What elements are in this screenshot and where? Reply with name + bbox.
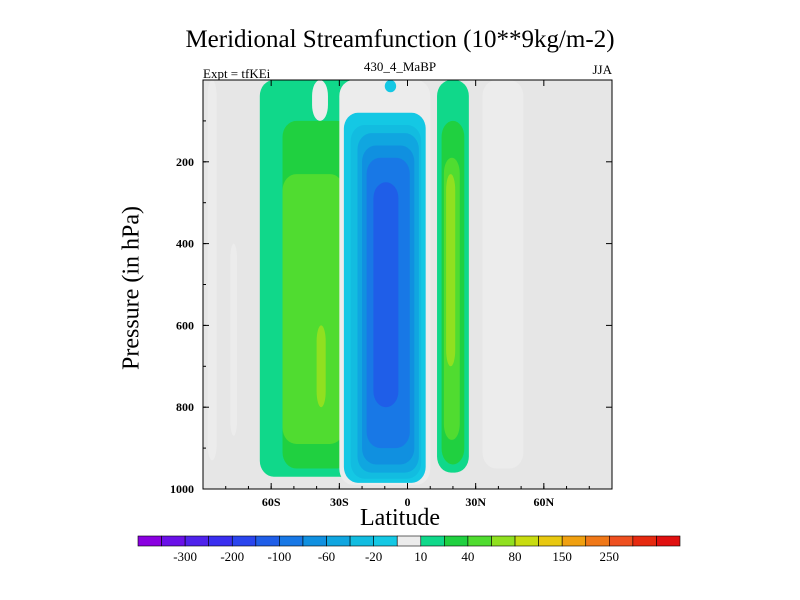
colorbar-swatch xyxy=(467,535,492,547)
colorbar-swatch xyxy=(561,535,587,547)
contour-region-2 xyxy=(282,174,344,445)
colorbar-tick-label: 150 xyxy=(552,549,572,564)
colorbar-swatch xyxy=(255,535,280,547)
colorbar-tick-label: 10 xyxy=(414,549,427,564)
colorbar-tick-label: -20 xyxy=(365,549,382,564)
colorbar-swatch xyxy=(184,535,209,547)
contour-field xyxy=(207,80,524,485)
colorbar-swatch xyxy=(632,535,657,547)
contour-region-5 xyxy=(230,243,238,436)
y-tick-label: 400 xyxy=(176,237,194,251)
colorbar-swatch xyxy=(349,535,374,547)
chart-title: Meridional Streamfunction (10**9kg/m-2) xyxy=(185,26,615,53)
colorbar-swatch xyxy=(231,535,257,547)
contour-region-12 xyxy=(373,182,399,408)
colorbar-tick-label: -60 xyxy=(318,549,335,564)
contour-region-19 xyxy=(384,80,397,93)
colorbar-swatch xyxy=(302,535,327,547)
y-tick-label: 800 xyxy=(176,400,194,414)
colorbar-tick-label: -200 xyxy=(220,549,244,564)
colorbar-swatch xyxy=(514,535,539,547)
colorbar-swatch xyxy=(396,535,422,547)
colorbar-tick-label: -100 xyxy=(267,549,291,564)
colorbar-swatch xyxy=(538,535,563,547)
colorbar-swatch xyxy=(161,535,186,547)
colorbar-swatch xyxy=(491,535,516,547)
colorbar-tick-label: 250 xyxy=(600,549,620,564)
y-tick-label: 1000 xyxy=(170,482,194,496)
x-tick-label: 60N xyxy=(533,495,554,509)
x-axis-label: Latitude xyxy=(360,505,440,531)
colorbar-tick-label: 40 xyxy=(461,549,474,564)
colorbar-swatch xyxy=(208,535,233,547)
contour-region-17 xyxy=(482,80,524,469)
contour-region-4 xyxy=(207,80,217,461)
x-tick-label: 30S xyxy=(330,495,349,509)
x-tick-label: 0 xyxy=(405,495,411,509)
colorbar-swatch xyxy=(585,535,610,547)
colorbar-swatch xyxy=(373,535,398,547)
contour-region-3 xyxy=(316,325,326,408)
colorbar-swatch xyxy=(444,535,469,547)
x-tick-label: 30N xyxy=(465,495,486,509)
contour-region-16 xyxy=(446,174,456,367)
y-tick-label: 200 xyxy=(176,155,194,169)
colorbar-swatch xyxy=(656,535,681,547)
season-label: JJA xyxy=(592,62,612,77)
case-label: 430_4_MaBP xyxy=(363,59,437,74)
colorbar-swatch xyxy=(420,535,445,547)
experiment-label: Expt = tfKEi xyxy=(203,66,271,81)
x-tick-label: 60S xyxy=(262,495,281,509)
contour-region-18 xyxy=(312,80,328,121)
colorbar-tick-label: -300 xyxy=(173,549,197,564)
colorbar-tick-label: 80 xyxy=(509,549,522,564)
y-tick-label: 600 xyxy=(176,318,194,332)
colorbar-swatch xyxy=(279,535,304,547)
colorbar-swatch xyxy=(326,535,351,547)
colorbar-swatch xyxy=(137,535,162,547)
colorbar-swatch xyxy=(609,535,634,547)
